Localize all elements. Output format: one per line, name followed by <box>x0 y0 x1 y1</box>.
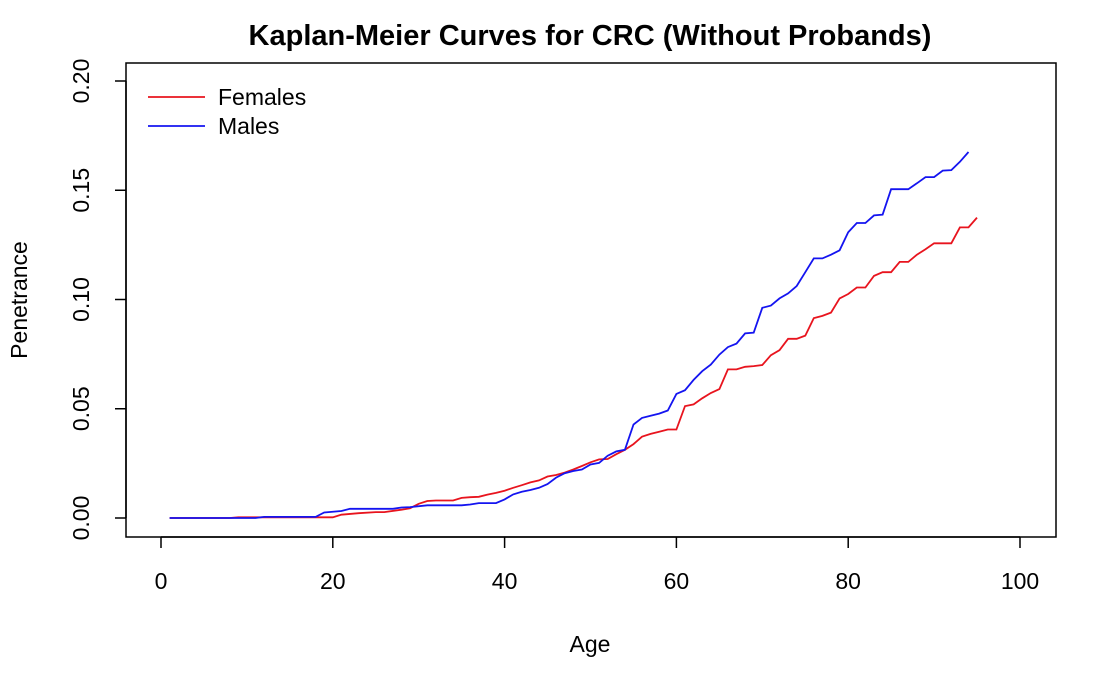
series-line-males <box>169 151 970 519</box>
y-axis-label: Penetrance <box>6 241 32 359</box>
y-tick-label: 0.10 <box>68 277 94 322</box>
x-tick-label: 60 <box>664 568 690 594</box>
series-layer <box>169 151 978 519</box>
y-tick-label: 0.05 <box>68 386 94 431</box>
x-tick-label: 20 <box>320 568 346 594</box>
legend-label-females: Females <box>218 84 306 110</box>
y-tick-label: 0.00 <box>68 496 94 541</box>
y-tick-label: 0.15 <box>68 168 94 213</box>
x-tick-label: 40 <box>492 568 518 594</box>
y-tick-label: 0.20 <box>68 59 94 104</box>
x-tick-label: 100 <box>1001 568 1039 594</box>
legend-label-males: Males <box>218 113 279 139</box>
x-axis-label: Age <box>570 631 611 657</box>
x-tick-label: 80 <box>835 568 861 594</box>
x-axis: 0 20 40 60 80 100 <box>155 536 1039 594</box>
y-axis: 0.00 0.05 0.10 0.15 0.20 <box>68 59 127 541</box>
chart-title: Kaplan-Meier Curves for CRC (Without Pro… <box>249 20 932 52</box>
legend: Females Males <box>148 84 306 139</box>
series-line-females <box>169 217 978 519</box>
x-tick-label: 0 <box>155 568 168 594</box>
